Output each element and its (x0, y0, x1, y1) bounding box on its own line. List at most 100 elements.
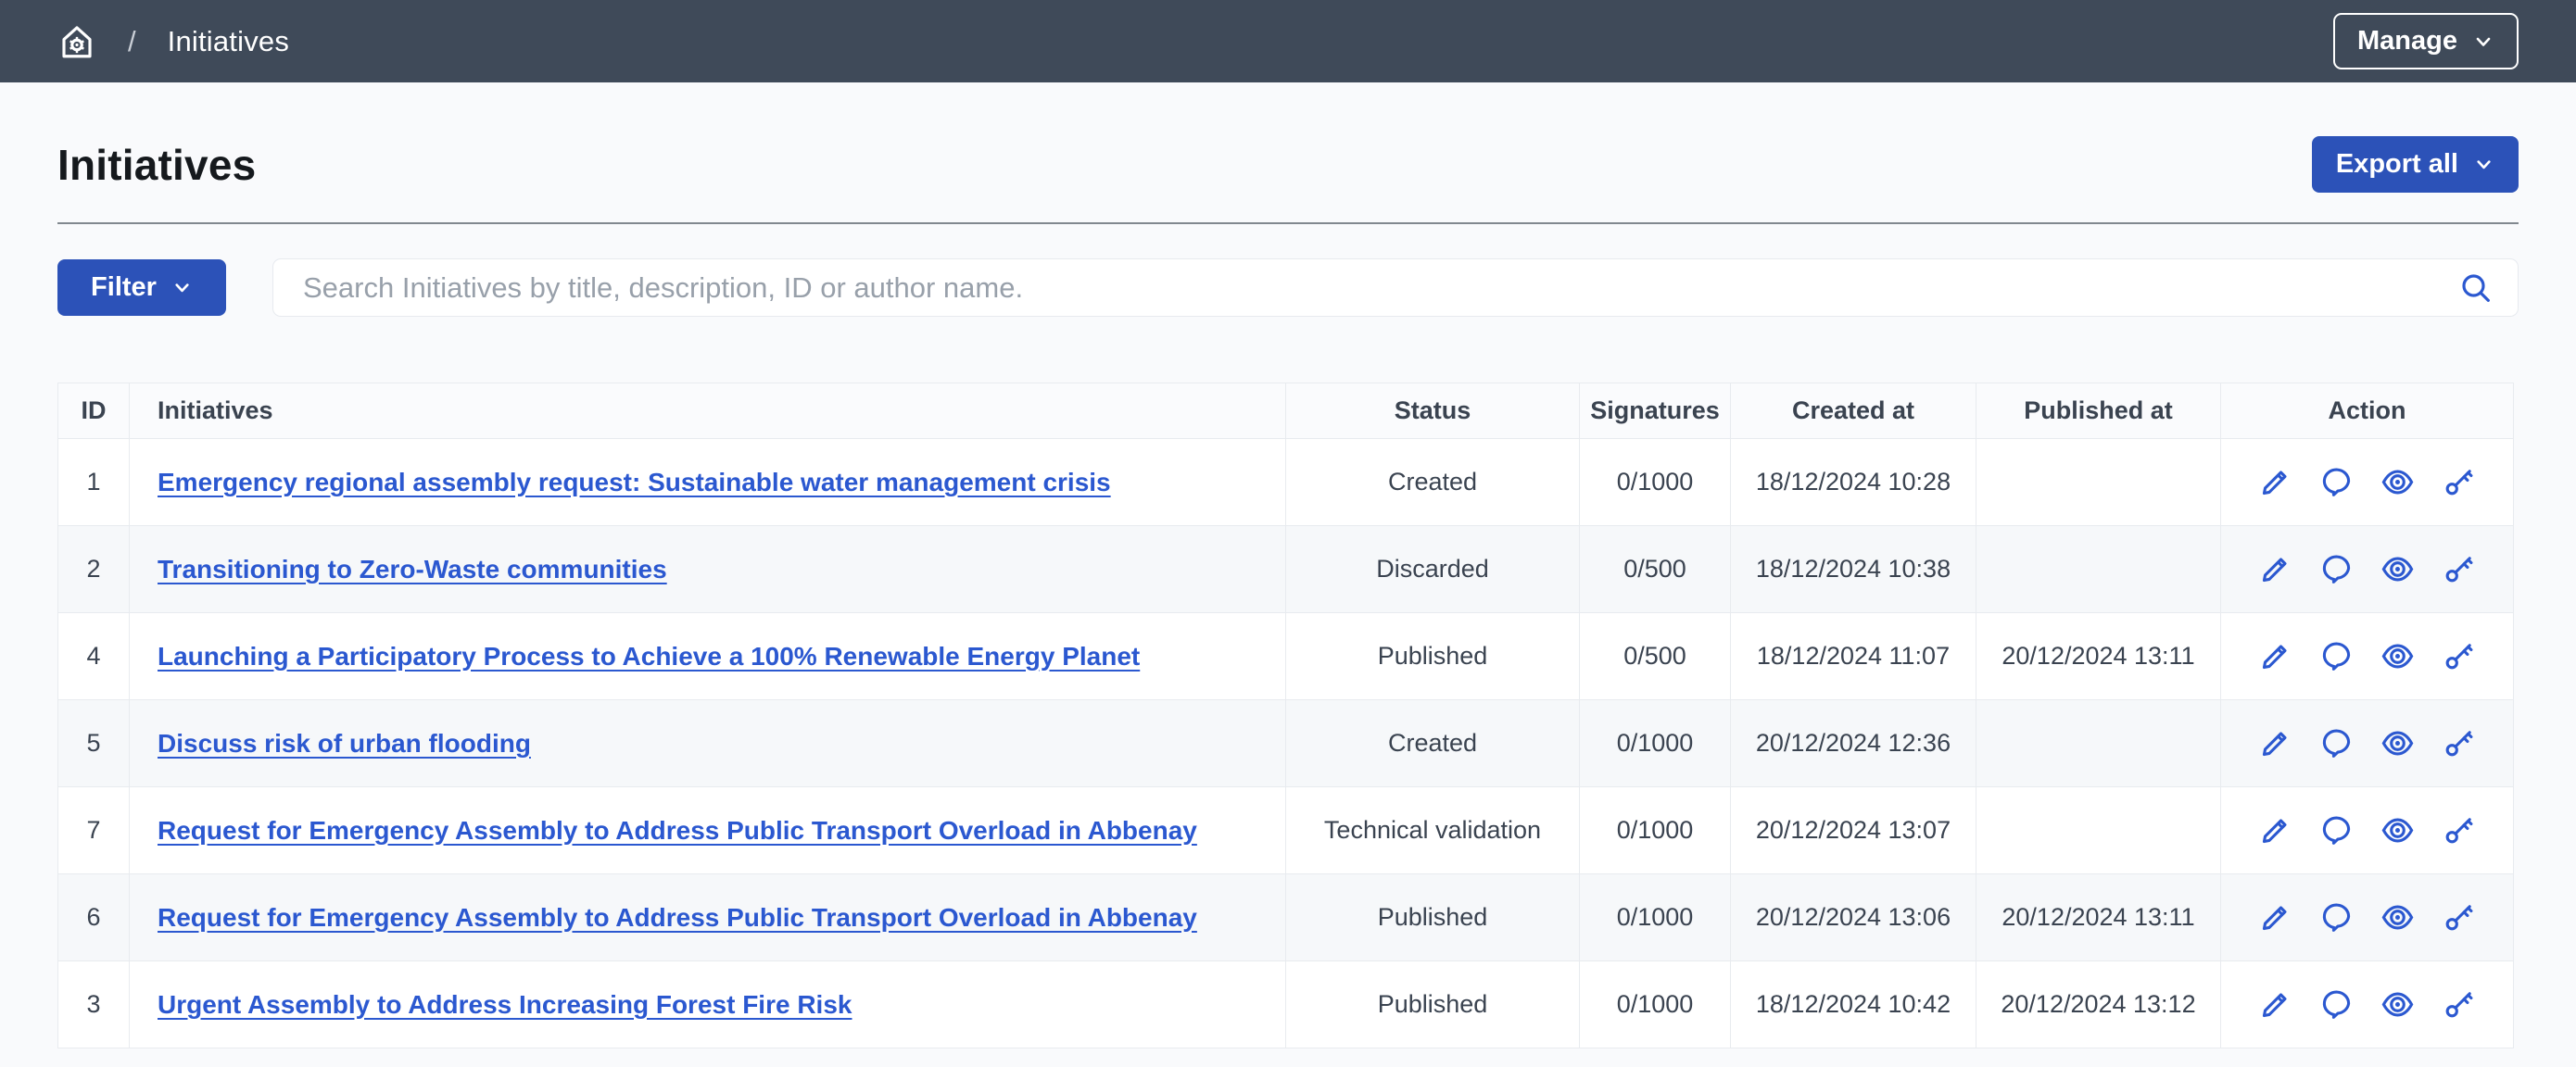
initiative-published-at: 20/12/2024 13:12 (1976, 960, 2221, 1048)
initiative-id: 5 (57, 699, 130, 787)
answer-icon[interactable] (2319, 900, 2354, 935)
chevron-down-icon (171, 277, 193, 298)
breadcrumb-current: Initiatives (167, 24, 290, 57)
permissions-icon[interactable] (2442, 987, 2476, 1022)
initiative-id: 2 (57, 525, 130, 613)
preview-icon[interactable] (2380, 900, 2415, 935)
table-row: 3 Urgent Assembly to Address Increasing … (57, 960, 2514, 1048)
home-breadcrumb-link[interactable] (57, 22, 96, 61)
edit-icon[interactable] (2258, 900, 2292, 935)
initiatives-page: Initiatives Export all Filter (0, 82, 2576, 1048)
filter-button[interactable]: Filter (57, 259, 226, 316)
edit-icon[interactable] (2258, 465, 2292, 499)
initiative-actions-cell (2220, 786, 2514, 874)
edit-icon[interactable] (2258, 639, 2292, 673)
initiative-title-cell: Urgent Assembly to Address Increasing Fo… (129, 960, 1286, 1048)
initiative-title-link[interactable]: Emergency regional assembly request: Sus… (158, 467, 1111, 496)
initiative-created-at: 20/12/2024 13:07 (1730, 786, 1976, 874)
edit-icon[interactable] (2258, 726, 2292, 760)
search-input[interactable] (272, 258, 2519, 317)
initiative-title-cell: Request for Emergency Assembly to Addres… (129, 873, 1286, 961)
initiative-id: 3 (57, 960, 130, 1048)
permissions-icon[interactable] (2442, 813, 2476, 847)
answer-icon[interactable] (2319, 639, 2354, 673)
initiative-title-link[interactable]: Request for Emergency Assembly to Addres… (158, 815, 1197, 845)
initiative-title-cell: Transitioning to Zero-Waste communities (129, 525, 1286, 613)
manage-dropdown-button[interactable]: Manage (2333, 13, 2519, 69)
preview-icon[interactable] (2380, 987, 2415, 1022)
preview-icon[interactable] (2380, 552, 2415, 586)
initiatives-table: ID Initiatives Status Signatures Created… (57, 383, 2514, 1048)
table-row: 4 Launching a Participatory Process to A… (57, 612, 2514, 700)
initiative-published-at (1976, 438, 2221, 526)
initiative-status: Published (1285, 612, 1580, 700)
permissions-icon[interactable] (2442, 900, 2476, 935)
page-title: Initiatives (57, 140, 257, 189)
initiative-title-link[interactable]: Discuss risk of urban flooding (158, 728, 531, 758)
permissions-icon[interactable] (2442, 552, 2476, 586)
column-header-signatures: Signatures (1579, 383, 1731, 439)
manage-button-label: Manage (2357, 26, 2457, 56)
column-header-initiatives: Initiatives (129, 383, 1286, 439)
preview-icon[interactable] (2380, 813, 2415, 847)
search-icon[interactable] (2457, 270, 2494, 307)
initiative-actions-cell (2220, 699, 2514, 787)
chevron-down-icon (2472, 31, 2494, 53)
initiative-id: 7 (57, 786, 130, 874)
column-header-published-at: Published at (1976, 383, 2221, 439)
initiative-actions-cell (2220, 612, 2514, 700)
table-row: 6 Request for Emergency Assembly to Addr… (57, 873, 2514, 961)
initiative-created-at: 20/12/2024 12:36 (1730, 699, 1976, 787)
initiative-published-at (1976, 525, 2221, 613)
initiative-title-link[interactable]: Transitioning to Zero-Waste communities (158, 554, 667, 584)
initiative-title-cell: Discuss risk of urban flooding (129, 699, 1286, 787)
initiative-title-link[interactable]: Request for Emergency Assembly to Addres… (158, 902, 1197, 932)
edit-icon[interactable] (2258, 987, 2292, 1022)
edit-icon[interactable] (2258, 813, 2292, 847)
initiative-status: Created (1285, 438, 1580, 526)
initiative-signatures: 0/500 (1579, 612, 1731, 700)
column-header-status: Status (1285, 383, 1580, 439)
edit-icon[interactable] (2258, 552, 2292, 586)
home-gear-icon (57, 22, 96, 61)
table-row: 1 Emergency regional assembly request: S… (57, 438, 2514, 526)
initiative-title-link[interactable]: Launching a Participatory Process to Ach… (158, 641, 1141, 671)
initiative-created-at: 18/12/2024 10:42 (1730, 960, 1976, 1048)
table-row: 7 Request for Emergency Assembly to Addr… (57, 786, 2514, 874)
initiative-actions-cell (2220, 525, 2514, 613)
permissions-icon[interactable] (2442, 639, 2476, 673)
chevron-down-icon (2473, 154, 2494, 175)
initiative-status: Created (1285, 699, 1580, 787)
initiative-created-at: 18/12/2024 10:28 (1730, 438, 1976, 526)
initiative-published-at: 20/12/2024 13:11 (1976, 873, 2221, 961)
table-row: 5 Discuss risk of urban flooding Created… (57, 699, 2514, 787)
initiative-signatures: 0/1000 (1579, 438, 1731, 526)
header-divider (57, 222, 2519, 224)
initiative-status: Published (1285, 960, 1580, 1048)
breadcrumb-separator: / (128, 24, 136, 57)
permissions-icon[interactable] (2442, 465, 2476, 499)
export-all-button[interactable]: Export all (2311, 136, 2519, 193)
answer-icon[interactable] (2319, 813, 2354, 847)
initiative-id: 1 (57, 438, 130, 526)
initiative-signatures: 0/500 (1579, 525, 1731, 613)
initiative-title-link[interactable]: Urgent Assembly to Address Increasing Fo… (158, 989, 852, 1019)
preview-icon[interactable] (2380, 465, 2415, 499)
answer-icon[interactable] (2319, 987, 2354, 1022)
initiative-status: Technical validation (1285, 786, 1580, 874)
answer-icon[interactable] (2319, 726, 2354, 760)
preview-icon[interactable] (2380, 639, 2415, 673)
initiative-id: 4 (57, 612, 130, 700)
admin-topbar: / Initiatives Manage (0, 0, 2576, 82)
answer-icon[interactable] (2319, 465, 2354, 499)
initiative-signatures: 0/1000 (1579, 960, 1731, 1048)
permissions-icon[interactable] (2442, 726, 2476, 760)
preview-icon[interactable] (2380, 726, 2415, 760)
initiative-published-at (1976, 786, 2221, 874)
export-all-label: Export all (2335, 149, 2458, 179)
table-header-row: ID Initiatives Status Signatures Created… (57, 383, 2514, 439)
initiative-title-cell: Request for Emergency Assembly to Addres… (129, 786, 1286, 874)
answer-icon[interactable] (2319, 552, 2354, 586)
initiative-actions-cell (2220, 873, 2514, 961)
initiative-signatures: 0/1000 (1579, 699, 1731, 787)
